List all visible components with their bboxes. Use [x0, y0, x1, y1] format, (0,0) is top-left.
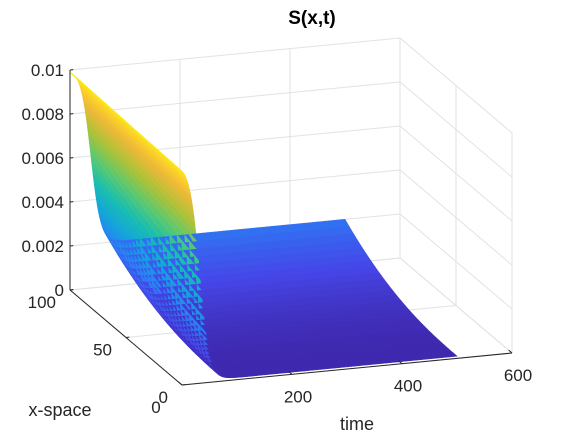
x-tick-label: 400 [394, 377, 422, 396]
grid-line [399, 213, 513, 310]
x-tick-mark [508, 349, 513, 354]
z-tick-label: 0.004 [21, 193, 64, 212]
z-tick-label: 0.01 [31, 61, 64, 80]
grid-line [69, 81, 401, 115]
x-tick-label: 600 [504, 366, 532, 385]
chart-title: S(x,t) [288, 8, 336, 29]
x-tick-mark [178, 381, 183, 386]
z-tick-label: 0.002 [21, 237, 64, 256]
y-tick-label: 100 [28, 293, 56, 312]
y-axis-label: x-space [28, 400, 91, 420]
grid-line [399, 169, 513, 266]
grid-line [69, 37, 401, 71]
z-tick-label: 0.008 [21, 105, 64, 124]
z-tick-label: 0.006 [21, 149, 64, 168]
x-axis-label: time [340, 414, 374, 434]
z-tick-label: 0 [55, 281, 64, 300]
grid-line [399, 37, 513, 134]
grid-line [399, 81, 513, 178]
grid-line [399, 125, 513, 222]
y-tick-label: 50 [93, 341, 112, 360]
surface-mesh [69, 72, 458, 379]
y-tick-label: 0 [159, 388, 168, 407]
x-tick-label: 200 [284, 387, 312, 406]
